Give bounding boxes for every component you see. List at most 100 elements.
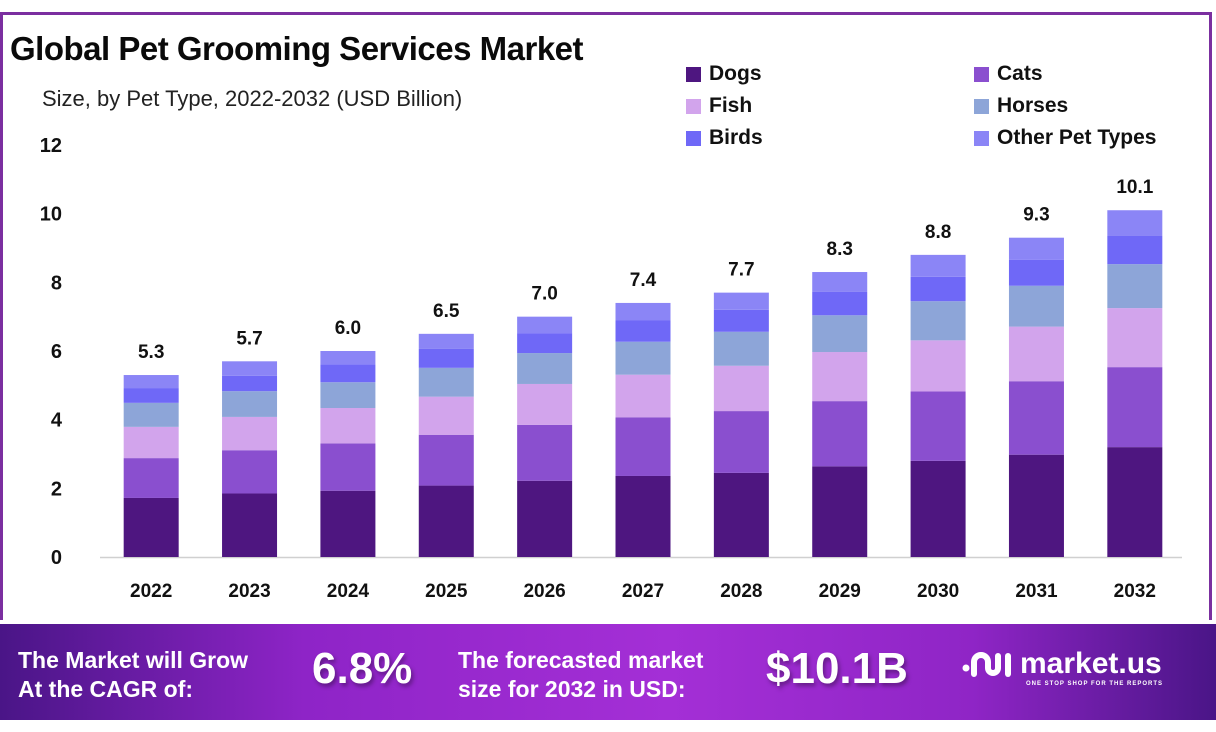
bar-segment-fish — [222, 416, 278, 451]
y-tick-label: 10 — [40, 204, 62, 226]
summary-banner: The Market will Grow At the CAGR of: 6.8… — [0, 624, 1216, 720]
x-tick-label: 2022 — [130, 581, 172, 602]
legend-swatch — [974, 130, 989, 146]
bar-segment-birds — [812, 291, 868, 316]
bar-segment-cats — [123, 458, 179, 498]
bar-total-label: 6.0 — [335, 318, 361, 339]
bar-segment-cats — [517, 424, 573, 481]
legend-label: Fish — [709, 94, 753, 117]
bar-segment-horses — [517, 353, 573, 384]
legend-swatch — [974, 98, 989, 114]
legend-label: Cats — [997, 62, 1043, 85]
legend-item-other-pet-types: Other Pet Types — [974, 126, 1157, 150]
bar-segment-dogs — [517, 480, 573, 557]
legend: Dogs Cats Fish Horses Birds Other Pet Ty… — [686, 60, 1206, 160]
bar-total-label: 6.5 — [433, 301, 460, 322]
bar-segment-fish — [713, 365, 769, 412]
bar-segment-dogs — [418, 485, 474, 557]
bar-segment-other-pet-types — [222, 361, 278, 376]
y-tick-label: 12 — [40, 135, 62, 157]
bar-segment-dogs — [320, 490, 376, 557]
bar-segment-other-pet-types — [1008, 237, 1064, 260]
x-tick-label: 2027 — [622, 581, 664, 602]
x-tick-label: 2023 — [228, 581, 270, 602]
bar-segment-cats — [1107, 367, 1163, 448]
bar-segment-cats — [1008, 381, 1064, 455]
bar-segment-other-pet-types — [123, 375, 179, 389]
bar-segment-other-pet-types — [713, 292, 769, 310]
bar-segment-dogs — [910, 460, 966, 557]
bar-segment-fish — [418, 396, 474, 435]
cagr-label-line2: At the CAGR of: — [18, 676, 194, 702]
legend-label: Birds — [709, 126, 763, 149]
chart-frame — [0, 12, 1212, 620]
legend-swatch — [686, 66, 701, 82]
logo-name: market.us — [1020, 647, 1162, 680]
forecast-label-line2: size for 2032 in USD: — [458, 676, 686, 702]
bar-segment-birds — [418, 348, 474, 368]
bar-segment-fish — [812, 352, 868, 402]
bar-segment-horses — [320, 382, 376, 408]
bar-segment-fish — [320, 407, 376, 444]
bar-segment-cats — [713, 411, 769, 473]
bar-segment-dogs — [222, 493, 278, 557]
bar-segment-cats — [812, 401, 868, 467]
bar-segment-fish — [1008, 326, 1064, 382]
stacked-bar-chart: 0 2 4 6 8 10 12 5.3 2022 5.7 2023 6.0 2024 6.5 2025 7.0… — [40, 135, 1182, 602]
bar-total-label: 9.3 — [1023, 205, 1049, 226]
legend-swatch — [686, 130, 701, 146]
x-tick-label: 2025 — [425, 581, 468, 602]
bar-segment-fish — [517, 383, 573, 425]
chart-title: Global Pet Grooming Services Market — [10, 30, 584, 67]
bar-segment-dogs — [812, 466, 868, 557]
bar-segment-horses — [812, 315, 868, 353]
legend-label: Dogs — [709, 62, 762, 85]
bar-segment-horses — [418, 367, 474, 397]
legend-item-horses: Horses — [974, 94, 1068, 118]
bar-segment-birds — [517, 333, 573, 354]
bar-segment-dogs — [713, 472, 769, 557]
market-us-logo: market.us ONE STOP SHOP FOR THE REPORTS — [960, 646, 1162, 687]
bar-segment-cats — [222, 450, 278, 494]
bar-segment-horses — [615, 341, 671, 375]
bar-total-label: 7.7 — [728, 260, 754, 281]
bar-segment-cats — [418, 434, 474, 486]
bar-segment-other-pet-types — [812, 272, 868, 292]
bar-segment-cats — [910, 391, 966, 461]
bar-segment-horses — [222, 391, 278, 417]
bar-segment-dogs — [1008, 454, 1064, 557]
cagr-label: The Market will Grow At the CAGR of: — [18, 646, 248, 704]
bar-total-label: 10.1 — [1116, 177, 1153, 198]
bar-total-label: 5.7 — [236, 328, 262, 349]
legend-label: Other Pet Types — [997, 126, 1157, 149]
chart-subtitle: Size, by Pet Type, 2022-2032 (USD Billio… — [42, 86, 463, 111]
legend-item-fish: Fish — [686, 94, 752, 118]
bar-segment-horses — [910, 301, 966, 341]
x-tick-label: 2031 — [1015, 581, 1058, 602]
legend-label: Horses — [997, 94, 1069, 117]
forecast-value: $10.1B — [766, 644, 908, 693]
y-tick-label: 4 — [51, 410, 63, 432]
bar-segment-birds — [320, 364, 376, 383]
bar-segment-dogs — [615, 475, 671, 557]
y-tick-label: 8 — [51, 272, 62, 294]
x-tick-label: 2026 — [523, 581, 565, 602]
bar-segment-birds — [222, 375, 278, 392]
cagr-value: 6.8% — [312, 644, 413, 693]
bar-segment-horses — [1008, 285, 1064, 327]
bar-total-label: 7.4 — [630, 270, 657, 291]
legend-item-dogs: Dogs — [686, 62, 762, 86]
bar-segment-birds — [713, 309, 769, 332]
bar-segment-fish — [615, 374, 671, 418]
bar-segment-birds — [1008, 259, 1064, 286]
bar-segment-birds — [615, 320, 671, 342]
bar-segment-fish — [123, 426, 179, 459]
bar-segment-dogs — [123, 497, 179, 557]
logo-tagline: ONE STOP SHOP FOR THE REPORTS — [1026, 681, 1164, 687]
bar-segment-horses — [1107, 264, 1163, 309]
bar-segment-other-pet-types — [320, 351, 376, 365]
bar-segment-other-pet-types — [910, 254, 966, 277]
legend-item-cats: Cats — [974, 62, 1043, 86]
legend-item-birds: Birds — [686, 126, 763, 150]
bar-segment-fish — [910, 340, 966, 392]
